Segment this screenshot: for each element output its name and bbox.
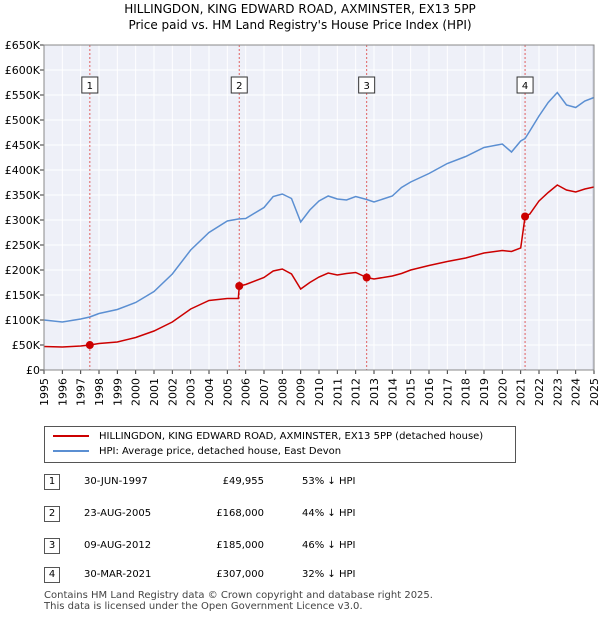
chart-svg: £0 £50K £100K £150K £200K £250K £300K £350K £400…	[5, 39, 600, 406]
footer-copyright: Contains HM Land Registry data © Crown c…	[44, 590, 433, 601]
sale-date: 23-AUG-2005	[84, 508, 152, 519]
x-tick-label: 2002	[166, 378, 179, 406]
sale-row: 4 30-MAR-2021 £307,000 32% ↓ HPI	[44, 566, 444, 584]
sale-label-box	[81, 76, 99, 94]
sale-date: 09-AUG-2012	[84, 540, 152, 551]
x-tick-label: 2017	[441, 378, 454, 406]
y-tick-label: £350K	[5, 189, 41, 202]
y-tick-label: £550K	[5, 89, 41, 102]
y-tick-label: £300K	[5, 214, 41, 227]
x-tick-label: 2006	[240, 378, 253, 406]
legend-swatch-hpi	[53, 450, 89, 452]
sale-row: 3 09-AUG-2012 £185,000 46% ↓ HPI	[44, 537, 444, 555]
sale-point	[521, 212, 530, 221]
sale-date: 30-MAR-2021	[84, 569, 152, 580]
y-tick-label: £600K	[5, 64, 41, 77]
x-tick-label: 1996	[56, 378, 69, 406]
x-tick-label: 2019	[478, 378, 491, 406]
future-region	[592, 45, 594, 370]
plot-frame	[43, 44, 595, 371]
series-line-hpi	[43, 91, 595, 323]
footer-licence: This data is licensed under the Open Gov…	[44, 601, 363, 612]
y-tick-label: £450K	[5, 139, 41, 152]
y-tick-label: £400K	[5, 164, 41, 177]
x-tick-label: 2013	[368, 378, 381, 406]
x-tick-label: 2021	[515, 378, 528, 406]
legend-swatch-property	[53, 435, 89, 437]
x-tick-label: 2009	[295, 378, 308, 406]
legend-label-property: HILLINGDON, KING EDWARD ROAD, AXMINSTER,…	[99, 431, 484, 442]
x-tick-label: 1998	[93, 378, 106, 406]
y-tick-label: £250K	[5, 239, 41, 252]
chart-title: HILLINGDON, KING EDWARD ROAD, AXMINSTER,…	[124, 2, 476, 16]
x-tick-label: 2004	[203, 378, 216, 406]
sale-hpi-diff: 44% ↓ HPI	[302, 508, 356, 519]
sale-point	[362, 273, 371, 282]
x-tick-label: 2022	[533, 378, 546, 406]
sale-hpi-diff: 53% ↓ HPI	[302, 476, 356, 487]
x-tick-label: 2014	[386, 378, 399, 406]
x-tick-label: 2007	[258, 378, 271, 406]
sale-date: 30-JUN-1997	[84, 476, 148, 487]
x-tick-label: 2015	[405, 378, 418, 406]
x-tick-label: 2025	[588, 378, 600, 406]
sale-label-box	[230, 76, 248, 94]
x-tick-label: 2001	[148, 378, 161, 406]
y-tick-label: £150K	[5, 289, 41, 302]
x-tick-label: 2011	[331, 378, 344, 406]
x-tick-label: 2003	[185, 378, 198, 406]
x-tick-label: 2005	[221, 378, 234, 406]
x-tick-label: 1999	[111, 378, 124, 406]
legend-item-property: HILLINGDON, KING EDWARD ROAD, AXMINSTER,…	[53, 430, 483, 444]
sale-label-box	[516, 76, 534, 94]
sale-number-badge: 4	[44, 567, 60, 583]
sale-point	[85, 341, 94, 350]
x-tick-label: 2010	[313, 378, 326, 406]
sale-price: £49,955	[222, 476, 264, 487]
y-tick-label: £200K	[5, 264, 41, 277]
legend-label-hpi: HPI: Average price, detached house, East…	[99, 446, 342, 457]
chart-subtitle: Price paid vs. HM Land Registry's House …	[128, 18, 472, 32]
sale-label: 1	[87, 81, 93, 92]
y-tick-label: £100K	[5, 314, 41, 327]
x-tick-label: 2023	[551, 378, 564, 406]
x-tick-label: 2008	[276, 378, 289, 406]
y-tick-label: £0	[26, 364, 40, 377]
sale-label: 3	[363, 81, 369, 92]
sale-hpi-diff: 46% ↓ HPI	[302, 540, 356, 551]
sale-point	[235, 282, 244, 290]
x-tick-label: 2018	[460, 378, 473, 406]
x-tick-label: 2016	[423, 378, 436, 406]
x-tick-label: 2020	[496, 378, 509, 406]
legend-item-hpi: HPI: Average price, detached house, East…	[53, 445, 341, 459]
y-tick-label: £50K	[12, 339, 41, 352]
sale-hpi-diff: 32% ↓ HPI	[302, 569, 356, 580]
sale-price: £168,000	[216, 508, 264, 519]
y-tick-label: £650K	[5, 39, 41, 52]
x-tick-label: 2000	[130, 378, 143, 406]
sale-number-badge: 1	[44, 474, 60, 490]
sale-label: 2	[236, 81, 242, 92]
x-tick-label: 2024	[570, 378, 583, 406]
y-tick-label: £500K	[5, 114, 41, 127]
sale-label-box	[358, 76, 376, 94]
x-tick-label: 1997	[75, 378, 88, 406]
x-tick-label: 2012	[350, 378, 363, 406]
sale-number-badge: 2	[44, 506, 60, 522]
sale-row: 1 30-JUN-1997 £49,955 53% ↓ HPI	[44, 473, 444, 491]
sale-row: 2 23-AUG-2005 £168,000 44% ↓ HPI	[44, 505, 444, 523]
sale-label: 4	[522, 81, 528, 92]
sale-number-badge: 3	[44, 538, 60, 554]
legend: HILLINGDON, KING EDWARD ROAD, AXMINSTER,…	[44, 426, 516, 463]
x-tick-label: 1995	[38, 378, 51, 406]
sale-price: £185,000	[216, 540, 264, 551]
sale-price: £307,000	[216, 569, 264, 580]
